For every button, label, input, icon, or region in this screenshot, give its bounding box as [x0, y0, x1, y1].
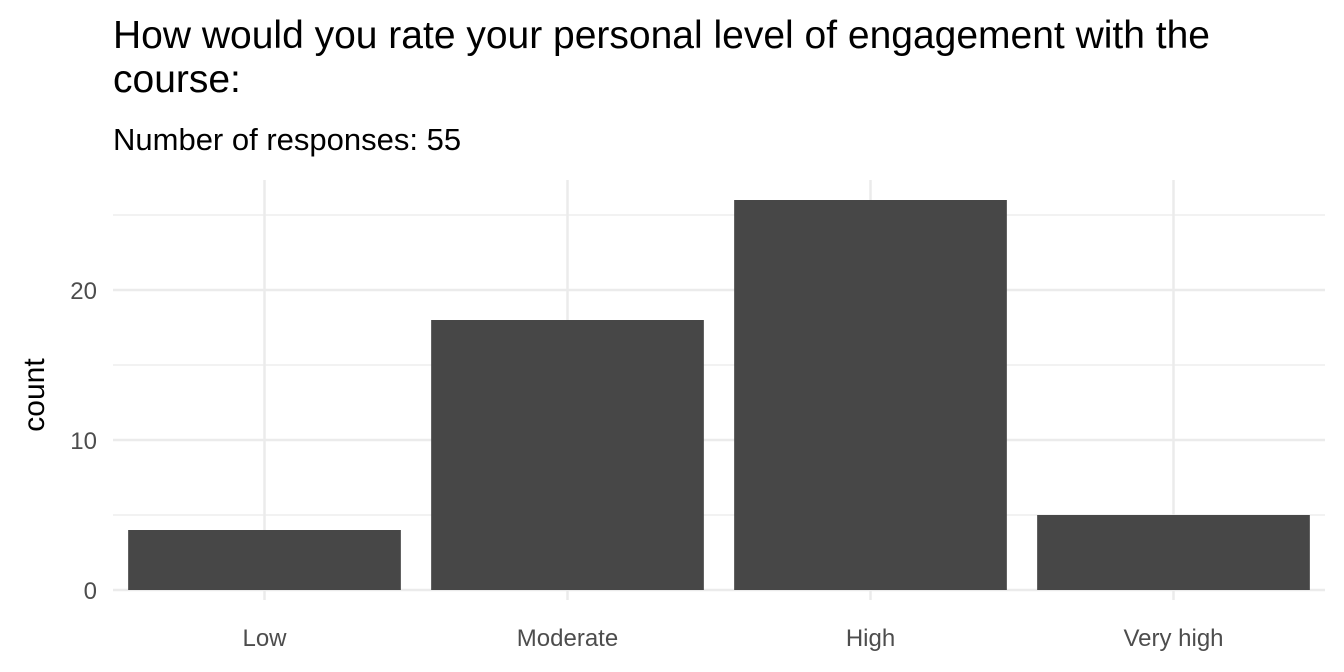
y-tick-label: 20 — [70, 278, 97, 305]
x-tick-label: Low — [242, 625, 287, 652]
chart-subtitle: Number of responses: 55 — [113, 122, 462, 157]
x-tick-label: Moderate — [517, 625, 618, 652]
y-tick-label: 0 — [84, 578, 97, 605]
bar-moderate — [431, 320, 704, 590]
chart-title: How would you rate your personal level o… — [113, 14, 1210, 101]
bar-high — [734, 200, 1007, 590]
bar-very-high — [1037, 515, 1310, 590]
x-tick-label: Very high — [1123, 625, 1223, 652]
x-tick-label: High — [846, 625, 895, 652]
y-axis-label: count — [18, 358, 51, 432]
bar-low — [128, 530, 401, 590]
y-tick-label: 10 — [70, 428, 97, 455]
